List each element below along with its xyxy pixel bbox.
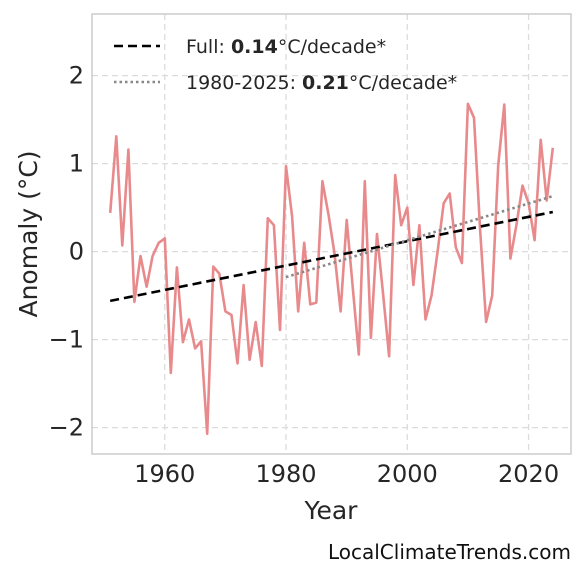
legend-full-prefix: Full: — [186, 36, 231, 58]
tick-labels: 1960 1980 2000 2020 −2 −1 0 1 2 — [49, 62, 559, 488]
legend-entry-full: Full: 0.14°C/decade* — [186, 36, 386, 58]
x-tick-label: 1960 — [134, 460, 195, 488]
y-tick-label: 1 — [69, 150, 84, 178]
trend-line-recent — [285, 194, 554, 279]
trend-line-full — [109, 210, 554, 303]
watermark: LocalClimateTrends.com — [327, 540, 571, 564]
x-tick-label: 2000 — [377, 460, 438, 488]
legend-recent-rate: 0.21 — [302, 72, 349, 94]
legend-full-suffix: °C/decade* — [278, 36, 386, 58]
legend-recent-prefix: 1980-2025: — [186, 72, 302, 94]
anomaly-series-line — [108, 102, 555, 436]
y-tick-label: −2 — [49, 414, 84, 442]
x-axis-label: Year — [304, 496, 359, 525]
x-tick-label: 1980 — [255, 460, 316, 488]
legend-recent-suffix: °C/decade* — [349, 72, 457, 94]
trend-layer — [109, 194, 554, 303]
legend-full-rate: 0.14 — [231, 36, 278, 58]
y-axis-label: Anomaly (°C) — [14, 150, 43, 317]
y-tick-label: 2 — [69, 62, 84, 90]
grid — [92, 14, 571, 454]
series-layer — [108, 102, 555, 436]
legend: Full: 0.14°C/decade* 1980-2025: 0.21°C/d… — [114, 36, 457, 94]
y-tick-label: −1 — [49, 326, 84, 354]
x-tick-label: 2020 — [498, 460, 559, 488]
legend-entry-recent: 1980-2025: 0.21°C/decade* — [186, 72, 457, 94]
y-tick-label: 0 — [69, 238, 84, 266]
plot-frame — [91, 13, 572, 455]
